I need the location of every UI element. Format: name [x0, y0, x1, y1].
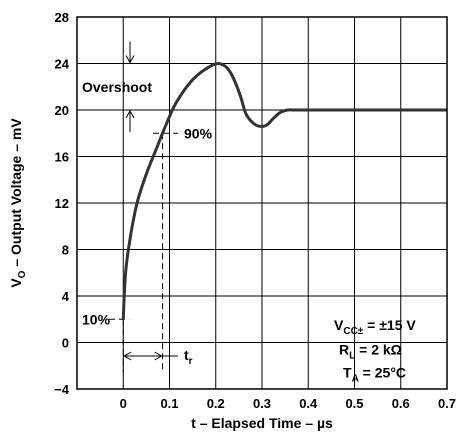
condition-rl: RL = 2 kΩ [339, 341, 402, 361]
x-tick-label: 0.6 [392, 396, 410, 411]
condition-ta: TA = 25°C [343, 365, 406, 385]
plot-frame [76, 16, 448, 390]
overshoot-arrow-down-head [125, 55, 135, 64]
y-tick-label: 8 [62, 243, 69, 258]
condition-rl-rest: = 2 kΩ [355, 341, 402, 357]
y-axis-title-subscript: O [17, 270, 28, 278]
condition-vcc-main: V [334, 317, 344, 333]
x-tick-label: 0.3 [253, 396, 271, 411]
condition-vcc-sub: CC± [343, 326, 363, 337]
rise-time-subscript: r [189, 356, 193, 367]
y-tick-label: 16 [55, 150, 69, 165]
y-axis-title: VO – Output Voltage – mV [8, 118, 28, 288]
ten-percent-label: 10% [82, 311, 111, 327]
x-tick-label: 0.4 [299, 396, 318, 411]
condition-vcc: VCC± = ±15 V [334, 317, 416, 337]
y-tick-label: 24 [55, 57, 70, 72]
y-tick-label: 20 [55, 103, 69, 118]
x-tick-label: 0 [120, 396, 127, 411]
output-voltage-series-line [121, 61, 447, 320]
tick-labels: 0 0.1 0.2 0.3 0.4 0.5 0.6 0.7 −4 0 4 8 12 16 20 24 28 [54, 10, 456, 411]
condition-rl-main: R [339, 341, 349, 357]
x-axis-title: t – Elapsed Time – µs [191, 415, 333, 431]
y-tick-label: 12 [55, 196, 69, 211]
x-tick-label: 0.2 [207, 396, 225, 411]
ninety-percent-label: 90% [184, 125, 213, 141]
test-conditions: VCC± = ±15 V RL = 2 kΩ TA = 25°C [334, 317, 416, 385]
x-tick-label: 0.7 [438, 396, 456, 411]
x-tick-label: 0.1 [160, 396, 178, 411]
y-axis-title-rest: – Output Voltage – mV [8, 118, 24, 271]
condition-ta-sub: A [352, 374, 359, 385]
y-tick-label: 28 [55, 10, 69, 25]
annotation-guides [109, 41, 219, 372]
overshoot-arrow-up-head [125, 109, 135, 119]
rise-time-main: t [184, 347, 189, 363]
condition-vcc-rest: = ±15 V [363, 317, 416, 333]
grid-lines [77, 16, 448, 390]
rise-time-arrow-left-head [123, 351, 132, 361]
rise-time-label: tr [184, 347, 193, 367]
condition-rl-sub: L [349, 350, 355, 361]
condition-ta-main: T [343, 365, 352, 381]
condition-ta-rest: = 25°C [359, 365, 406, 381]
overshoot-label: Overshoot [82, 79, 152, 95]
y-tick-label: −4 [54, 382, 70, 397]
y-axis-title-main: V [8, 278, 24, 288]
y-tick-label: 0 [62, 336, 69, 351]
x-tick-label: 0.5 [345, 396, 363, 411]
rise-time-arrow-right-head [154, 351, 163, 361]
y-tick-label: 4 [62, 289, 70, 304]
